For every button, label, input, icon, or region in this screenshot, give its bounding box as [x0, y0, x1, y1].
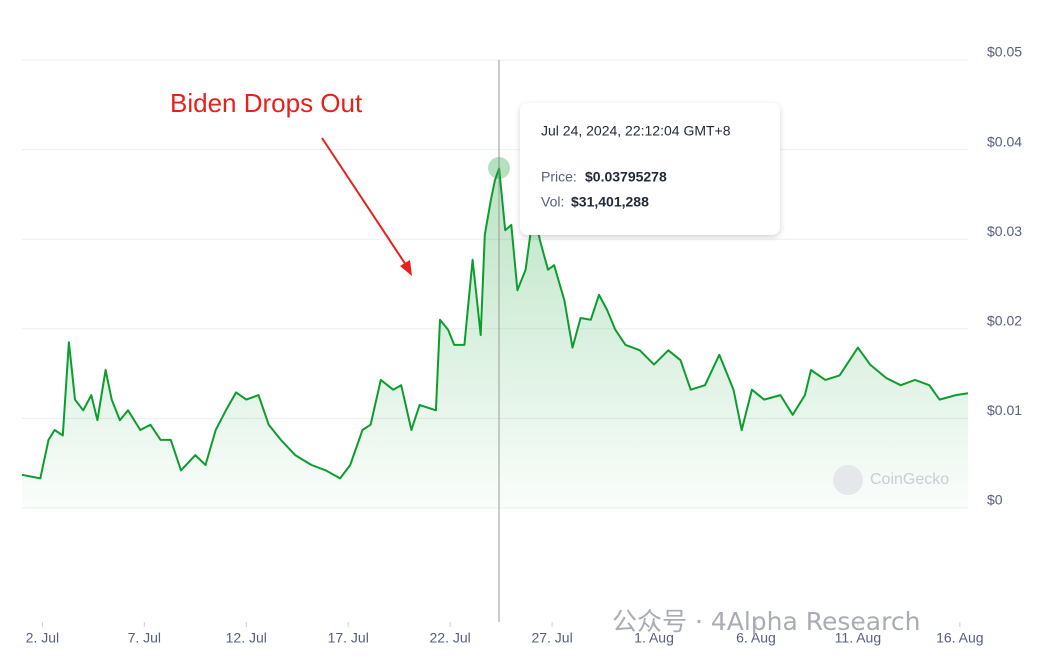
y-tick-label: $0 [987, 492, 1003, 508]
annotation: Biden Drops Out [170, 88, 363, 118]
x-tick-label: 27. Jul [531, 630, 572, 646]
watermark: CoinGecko [870, 471, 949, 488]
price-line [21, 167, 969, 480]
x-tick-label: 12. Jul [226, 630, 267, 646]
x-tick-label: 16. Aug [936, 630, 984, 646]
x-tick-label: 11. Aug [835, 630, 881, 646]
tooltip: Jul 24, 2024, 22:12:04 GMT+8 Price: $0.0… [520, 103, 780, 235]
tooltip-price-label: Price: [541, 169, 577, 185]
tooltip-vol: $31,401,288 [571, 194, 649, 210]
x-tick-label: 7. Jul [128, 630, 161, 646]
area [22, 168, 968, 508]
x-tick-label: 2. Jul [26, 630, 59, 646]
y-tick-label: $0.05 [987, 44, 1022, 60]
tooltip-vol-label: Vol: [541, 194, 564, 210]
annotation-arrowhead [400, 260, 412, 276]
y-tick-label: $0.01 [987, 402, 1022, 418]
tooltip-price: $0.03795278 [585, 169, 667, 185]
hover-marker [488, 157, 510, 179]
watermark-logo [833, 465, 863, 495]
tooltip-box [520, 103, 780, 235]
x-tick-label: 17. Jul [328, 630, 369, 646]
y-tick-label: $0.04 [987, 133, 1022, 149]
watermark: 公众号 · 4Alpha Research [612, 607, 920, 636]
tooltip-date: Jul 24, 2024, 22:12:04 GMT+8 [541, 123, 731, 139]
x-tick-label: 6. Aug [736, 630, 776, 646]
y-tick-label: $0.03 [987, 223, 1022, 239]
x-tick-label: 1. Aug [634, 630, 674, 646]
y-tick-label: $0.02 [987, 313, 1022, 329]
annotation-arrow [321, 137, 407, 266]
x-tick-label: 22. Jul [430, 630, 471, 646]
